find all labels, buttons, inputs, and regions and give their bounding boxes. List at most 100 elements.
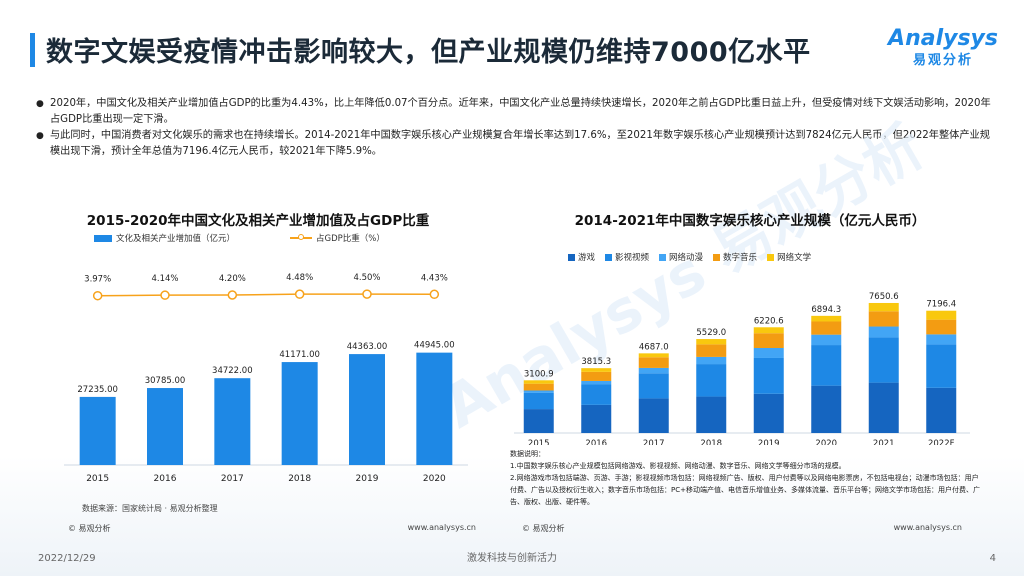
x-tick-label: 2018: [700, 439, 722, 445]
x-tick-label: 2018: [288, 474, 311, 484]
legend-swatch: [767, 253, 775, 261]
right-chart-panel: 2014-2021年中国数字娱乐核心产业规模（亿元人民币） 游戏 影视视频 网络动漫…: [510, 205, 990, 535]
title-accent-bar: [30, 33, 35, 67]
stacked-segment: [696, 339, 727, 345]
legend-item: 网络动漫: [659, 251, 703, 263]
logo-text-en: Analysys: [888, 26, 998, 51]
legend-label: 文化及相关产业增加值（亿元）: [116, 234, 236, 244]
legend-swatch: [713, 253, 721, 261]
line-point: [294, 289, 305, 299]
x-tick-label: 2019: [356, 474, 379, 484]
stacked-segment: [581, 371, 612, 381]
stacked-segment: [696, 396, 727, 433]
legend-label: 占GDP比重（%）: [316, 234, 385, 244]
legend-swatch: [605, 253, 613, 261]
gdp-ratio-line: [97, 293, 435, 297]
stacked-segment: [638, 373, 669, 399]
legend-line-marker: [290, 234, 312, 240]
stacked-segment: [523, 409, 554, 433]
line-point: [92, 290, 103, 301]
stacked-segment: [868, 326, 899, 338]
left-source: 数据来源：国家统计局 · 易观分析整理: [82, 504, 218, 513]
legend-item: 数字音乐: [713, 251, 757, 263]
bar: [416, 352, 453, 465]
total-value-label: 6220.6: [754, 316, 784, 326]
legend-swatch: [659, 253, 667, 261]
x-tick-label: 2022F: [928, 439, 955, 445]
stacked-segment: [868, 311, 899, 327]
stacked-segment: [926, 344, 957, 388]
bar-value-label: 30785.00: [145, 376, 186, 386]
stacked-segment: [753, 327, 784, 334]
stacked-segment: [638, 398, 669, 433]
stacked-segment: [523, 383, 554, 391]
total-value-label: 3815.3: [581, 357, 611, 367]
logo-text-cn: 易观分析: [913, 53, 974, 68]
legend-item: 影视视频: [605, 251, 649, 263]
x-tick-label: 2017: [643, 439, 665, 445]
x-tick-label: 2015: [86, 474, 109, 484]
summary-bullets: 2020年，中国文化及相关产业增加值占GDP的比重为4.43%，比上年降低0.0…: [36, 96, 996, 160]
bar: [349, 354, 385, 465]
line-point: [429, 289, 440, 300]
x-tick-label: 2017: [221, 474, 244, 484]
stacked-segment: [638, 367, 669, 374]
stacked-segment: [753, 393, 784, 433]
stacked-segment: [523, 392, 554, 410]
page-number: 4: [989, 553, 996, 564]
legend-swatch: [568, 253, 575, 261]
right-legend: 游戏 影视视频 网络动漫 数字音乐 网络文学: [568, 251, 811, 263]
left-footer-url: www.analysys.cn: [407, 523, 476, 532]
stacked-segment: [696, 364, 727, 397]
footer-slogan: 激发科技与创新活力: [467, 553, 557, 564]
stacked-segment: [753, 357, 784, 394]
x-tick-label: 2016: [585, 439, 607, 445]
legend-swatch: [94, 234, 112, 242]
left-footer-logo: © 易观分析: [68, 524, 111, 533]
left-chart-title: 2015-2020年中国文化及相关产业增加值及占GDP比重: [86, 213, 430, 229]
x-tick-label: 2015: [528, 439, 550, 445]
bar-value-label: 44945.00: [414, 341, 455, 351]
footer-date: 2022/12/29: [38, 553, 96, 564]
total-value-label: 7196.4: [926, 300, 956, 310]
stacked-segment: [926, 334, 957, 345]
total-value-label: 3100.9: [524, 369, 554, 379]
line-value-label: 4.43%: [421, 273, 448, 283]
stacked-segment: [638, 353, 669, 358]
line-point: [160, 290, 170, 300]
legend-item: 网络文学: [767, 251, 811, 263]
line-point: [227, 290, 238, 300]
stacked-segment: [581, 368, 612, 372]
stacked-segment: [753, 347, 784, 358]
line-value-label: 4.14%: [151, 274, 178, 284]
notes-title: 数据说明：: [510, 450, 545, 458]
bar-value-label: 44363.00: [347, 342, 388, 352]
notes-item: 2.网络游戏市场包括端游、页游、手游；影视视频市场包括：网络视频广告、版权、用户…: [510, 474, 980, 506]
x-tick-label: 2019: [758, 439, 780, 445]
stacked-segment: [523, 390, 554, 393]
data-notes: 数据说明： 1.中国数字娱乐核心产业规模包括网络游戏、影视视频、网络动漫、数字音…: [510, 448, 980, 508]
left-chart-svg: 27235.00 2015 30785.00 2016 34722.00 2017 4117…: [64, 273, 468, 484]
right-chart-svg: 3100.9 2015 3815.3 2016 4687.0 2017 5529.0 2018…: [514, 292, 970, 445]
bullet-item: 与此同时，中国消费者对文化娱乐的需求也在持续增长。2014-2021年中国数字娱…: [36, 128, 996, 160]
stacked-segment: [696, 356, 727, 365]
background-skyline: [0, 456, 1024, 576]
bar: [147, 388, 183, 465]
line-value-label: 4.50%: [353, 273, 380, 283]
brand-logo: Analysys 易观分析: [888, 26, 998, 68]
stacked-segment: [638, 357, 669, 368]
stacked-segment: [811, 334, 842, 346]
stacked-segment: [868, 382, 899, 433]
legend-label: 网络动漫: [669, 253, 704, 263]
stacked-segment: [811, 321, 842, 335]
x-tick-label: 2016: [154, 474, 177, 484]
stacked-segment: [523, 380, 554, 384]
left-chart-panel: 2015-2020年中国文化及相关产业增加值及占GDP比重 文化及相关产业增加值…: [28, 205, 488, 535]
stacked-segment: [581, 384, 612, 405]
x-tick-label: 2020: [423, 474, 446, 484]
total-value-label: 4687.0: [639, 342, 669, 352]
stacked-segment: [581, 404, 612, 433]
bar-value-label: 41171.00: [279, 350, 320, 360]
bar-value-label: 34722.00: [212, 366, 253, 376]
right-chart-title: 2014-2021年中国数字娱乐核心产业规模（亿元人民币）: [574, 213, 926, 229]
